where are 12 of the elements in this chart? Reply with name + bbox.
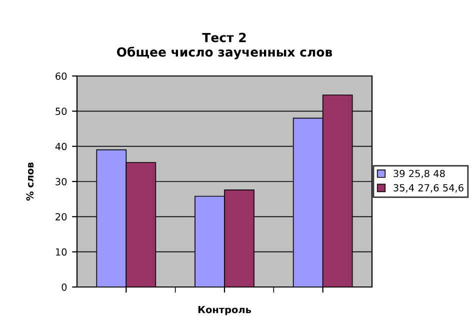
chart-title: Тест 2 Общее число заученных слов [116,32,332,60]
legend-label: 35,4 27,6 54,6 [394,184,464,192]
y-tick-label: 10 [56,248,67,256]
y-tick-label: 60 [56,72,67,80]
y-tick-label: 50 [56,108,67,115]
y-tick-label: 0 [62,283,67,291]
y-axis-title: % слов [26,162,34,201]
y-tick-label: 30 [56,178,67,186]
y-tick-label: 40 [55,142,67,150]
y-tick-label: 20 [56,213,67,220]
legend-label: 39 25,8 48 [394,170,445,178]
x-axis-title: Контроль [198,306,252,316]
